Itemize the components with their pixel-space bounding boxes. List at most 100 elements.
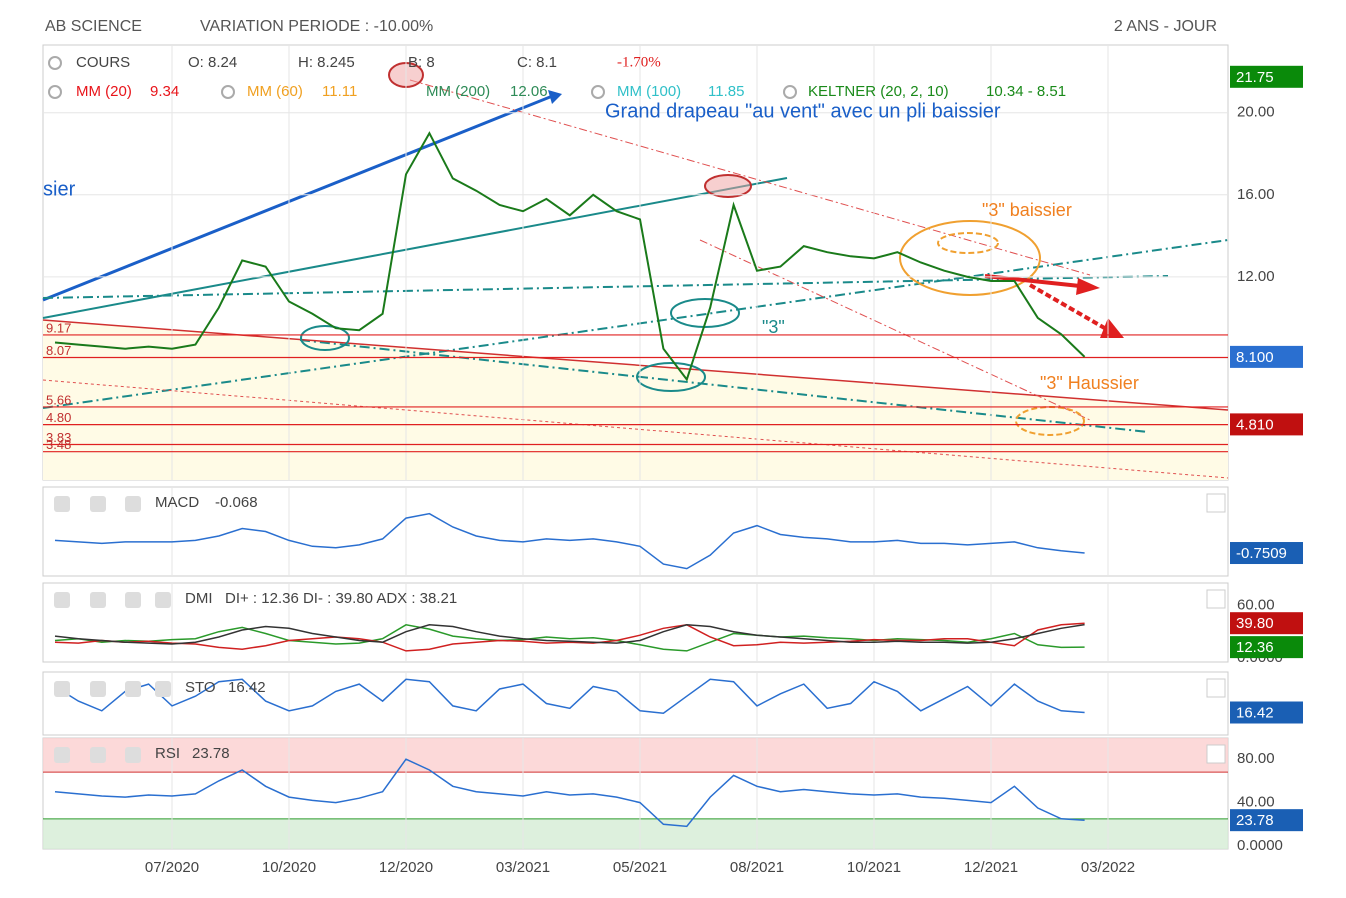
annotation: "3" baissier (982, 200, 1072, 220)
panel-icon[interactable] (155, 592, 171, 608)
series-name: COURS (76, 54, 130, 71)
panel-icon[interactable] (125, 747, 141, 763)
price-tag (1230, 345, 1303, 368)
indicator-value: 23.78 (192, 745, 230, 762)
annotation: "3" (762, 317, 785, 337)
panel-icon[interactable] (90, 496, 106, 512)
price-tag-label: 39.80 (1236, 615, 1274, 632)
x-tick-label: 10/2021 (847, 859, 901, 876)
price-tag-label: 8.100 (1236, 349, 1274, 366)
panel-icon[interactable] (125, 496, 141, 512)
mark-ellipse (670, 298, 740, 328)
gear-icon[interactable] (48, 56, 62, 70)
panel-checkbox[interactable] (1206, 589, 1226, 609)
panel-icon[interactable] (90, 747, 106, 763)
indicator-value: 11.85 (708, 83, 744, 100)
y-tick-label: 20.00 (1237, 104, 1275, 121)
mark-ellipse (704, 174, 752, 198)
x-tick-label: 12/2020 (379, 859, 433, 876)
panel-icon[interactable] (54, 496, 70, 512)
gear-icon[interactable] (591, 85, 605, 99)
series-line (54, 622, 1085, 652)
panel-checkbox[interactable] (1206, 678, 1226, 698)
panel-icon[interactable] (155, 681, 171, 697)
series-line (54, 624, 1085, 652)
indicator-title: DMI (185, 590, 213, 607)
price-tag-label: -0.7509 (1236, 545, 1287, 562)
y-tick-label: 80.00 (1237, 750, 1275, 767)
y-tick-label: 12.00 (1237, 268, 1275, 285)
level-label: 9.17 (46, 320, 71, 335)
x-tick-label: 08/2021 (730, 859, 784, 876)
indicator-value: 16.42 (228, 679, 266, 696)
x-tick-label: 12/2021 (964, 859, 1018, 876)
gear-icon[interactable] (221, 85, 235, 99)
y-tick-label: 40.00 (1237, 794, 1275, 811)
arrow-head (548, 90, 562, 104)
indicator-title: STO (185, 679, 216, 696)
x-tick-label: 10/2020 (262, 859, 316, 876)
price-tag (1230, 542, 1303, 565)
indicator-name: MM (60) (247, 83, 303, 100)
trend-line (299, 339, 1149, 433)
oversold-zone (43, 818, 1228, 849)
price-tag (1230, 809, 1303, 832)
series-line (54, 678, 1085, 714)
price-tag (1230, 65, 1303, 88)
mark-ellipse (937, 232, 999, 254)
indicator-name: MM (200) (426, 83, 490, 100)
price-tag-label: 12.36 (1236, 639, 1274, 656)
panel-icon[interactable] (54, 681, 70, 697)
gear-icon[interactable] (783, 85, 797, 99)
panel-checkbox[interactable] (1206, 493, 1226, 513)
arrow (984, 274, 1081, 288)
macd-panel (42, 486, 1229, 577)
price-tag-label: 21.75 (1236, 69, 1274, 86)
price-info: O: 8.24 (188, 54, 237, 71)
level-label: 3.83 (46, 430, 71, 445)
arrow-head (1076, 278, 1100, 295)
indicator-value: 9.34 (150, 83, 179, 100)
series-line (54, 758, 1085, 828)
indicator-name: MM (20) (76, 83, 132, 100)
trend-line (42, 177, 788, 319)
indicator-title: MACD (155, 494, 199, 511)
price-tag (1230, 701, 1303, 724)
stock-title: AB SCIENCE (45, 18, 142, 35)
panel-icon[interactable] (54, 592, 70, 608)
trend-line (42, 379, 1229, 479)
annotation: "3" Haussier (1040, 373, 1139, 393)
panel-icon[interactable] (125, 681, 141, 697)
indicator-value: DI+ : 12.36 DI- : 39.80 ADX : 38.21 (225, 590, 457, 607)
annotation: Grand drapeau "au vent" avec un pli bais… (605, 100, 1001, 122)
panel-icon[interactable] (90, 681, 106, 697)
variation: VARIATION PERIODE : -10.00% (200, 18, 433, 35)
annotation: sier (43, 178, 76, 200)
level-label: 4.80 (46, 410, 71, 425)
price-tag (1230, 636, 1303, 659)
indicator-value: 10.34 - 8.51 (986, 83, 1066, 100)
price-tag-label: 4.810 (1236, 416, 1274, 433)
gear-icon[interactable] (48, 85, 62, 99)
dmi-panel (42, 582, 1229, 663)
panel-icon[interactable] (90, 592, 106, 608)
panel-checkbox[interactable] (1206, 744, 1226, 764)
panel-icon[interactable] (125, 592, 141, 608)
arrow-head (1100, 318, 1124, 338)
price-info: C: 8.1 (517, 54, 557, 71)
price-tag (1230, 413, 1303, 436)
x-tick-label: 03/2022 (1081, 859, 1135, 876)
trend-line (42, 275, 1169, 299)
arrow (1029, 283, 1109, 332)
period[interactable]: 2 ANS - JOUR (1114, 18, 1217, 35)
series-line (54, 623, 1085, 645)
indicator-name: MM (100) (617, 83, 681, 100)
x-tick-label: 03/2021 (496, 859, 550, 876)
level-label: 8.07 (46, 343, 71, 358)
mark-ellipse (636, 362, 706, 392)
indicator-title: RSI (155, 745, 180, 762)
price-info: B: 8 (408, 54, 435, 71)
indicator-value: 12.06 (510, 83, 548, 100)
panel-icon[interactable] (54, 747, 70, 763)
